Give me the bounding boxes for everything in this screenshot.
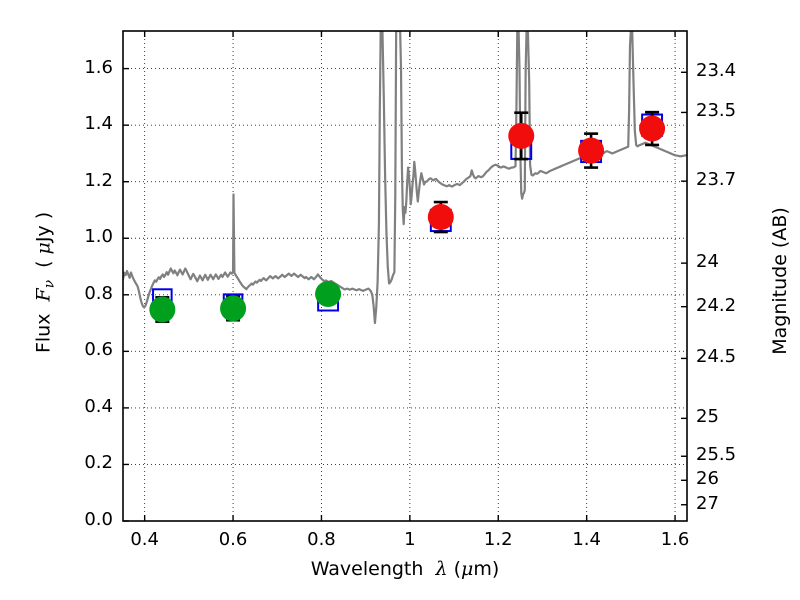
x-tick-label: 0.6 bbox=[218, 529, 248, 550]
y-tick-label-right: 23.7 bbox=[696, 169, 737, 191]
data-point-V[interactable] bbox=[220, 295, 247, 322]
data-point-B[interactable] bbox=[149, 296, 176, 323]
y-tick-label-right: 25.5 bbox=[696, 444, 737, 466]
y-tick-label-left: 1.2 bbox=[84, 169, 113, 191]
x-tick-label: 1 bbox=[404, 529, 416, 550]
data-point-Y[interactable] bbox=[427, 204, 454, 231]
y-tick-label-right: 24.2 bbox=[696, 294, 737, 316]
x-tick-label: 1.4 bbox=[572, 529, 601, 550]
y-tick-label-left: 1.6 bbox=[84, 56, 113, 78]
y-tick-label-left: 0.8 bbox=[84, 282, 113, 304]
y-tick-label-left: 1.4 bbox=[84, 113, 113, 135]
x-tick-label: 0.8 bbox=[307, 529, 336, 550]
y-tick-label-left: 0.2 bbox=[84, 452, 113, 474]
y-tick-label-right: 25 bbox=[696, 406, 719, 428]
y-tick-label-right: 23.4 bbox=[696, 60, 737, 82]
data-point-H[interactable] bbox=[578, 137, 605, 164]
y-tick-label-right: 26 bbox=[696, 468, 719, 490]
x-tick-label: 1.6 bbox=[660, 529, 690, 550]
x-axis-title: Wavelength λ (μm) bbox=[310, 558, 500, 580]
data-point-I[interactable] bbox=[315, 280, 342, 307]
y-tick-label-left: 0.0 bbox=[84, 509, 113, 530]
x-tick-label: 1.2 bbox=[483, 529, 513, 550]
y-tick-label-right: 24 bbox=[696, 251, 719, 273]
y-tick-label-right: 27 bbox=[696, 492, 719, 514]
spectrum-line bbox=[123, 31, 687, 325]
y-tick-label-left: 0.6 bbox=[84, 339, 113, 361]
data-point-J[interactable] bbox=[508, 122, 535, 149]
plot-frame bbox=[122, 30, 688, 522]
data-point-K[interactable] bbox=[639, 115, 666, 142]
y-tick-label-right: 24.5 bbox=[696, 346, 737, 368]
y-tick-label-right: 23.5 bbox=[696, 100, 737, 122]
y-tick-label-left: 0.4 bbox=[84, 395, 113, 417]
y-tick-label-left: 1.0 bbox=[84, 226, 113, 248]
x-tick-label: 0.4 bbox=[130, 529, 159, 550]
